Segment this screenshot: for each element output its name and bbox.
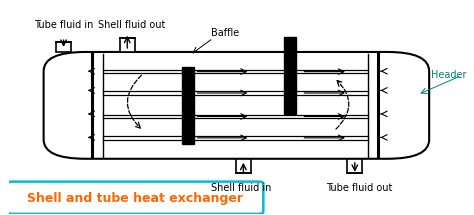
Text: Tube fluid out: Tube fluid out [326,183,392,193]
Text: Baffle: Baffle [211,28,239,38]
Text: Shell fluid out: Shell fluid out [98,20,165,29]
Text: Header: Header [431,71,466,80]
Bar [120,38,135,52]
Bar [284,37,296,114]
Bar [182,67,194,144]
Text: Shell fluid in: Shell fluid in [211,183,271,193]
Bar [236,159,251,173]
FancyBboxPatch shape [8,182,264,214]
Text: Tube fluid in: Tube fluid in [34,20,93,30]
Bar [56,41,71,52]
Bar [347,159,362,173]
Text: Shell and tube heat exchanger: Shell and tube heat exchanger [27,192,243,205]
